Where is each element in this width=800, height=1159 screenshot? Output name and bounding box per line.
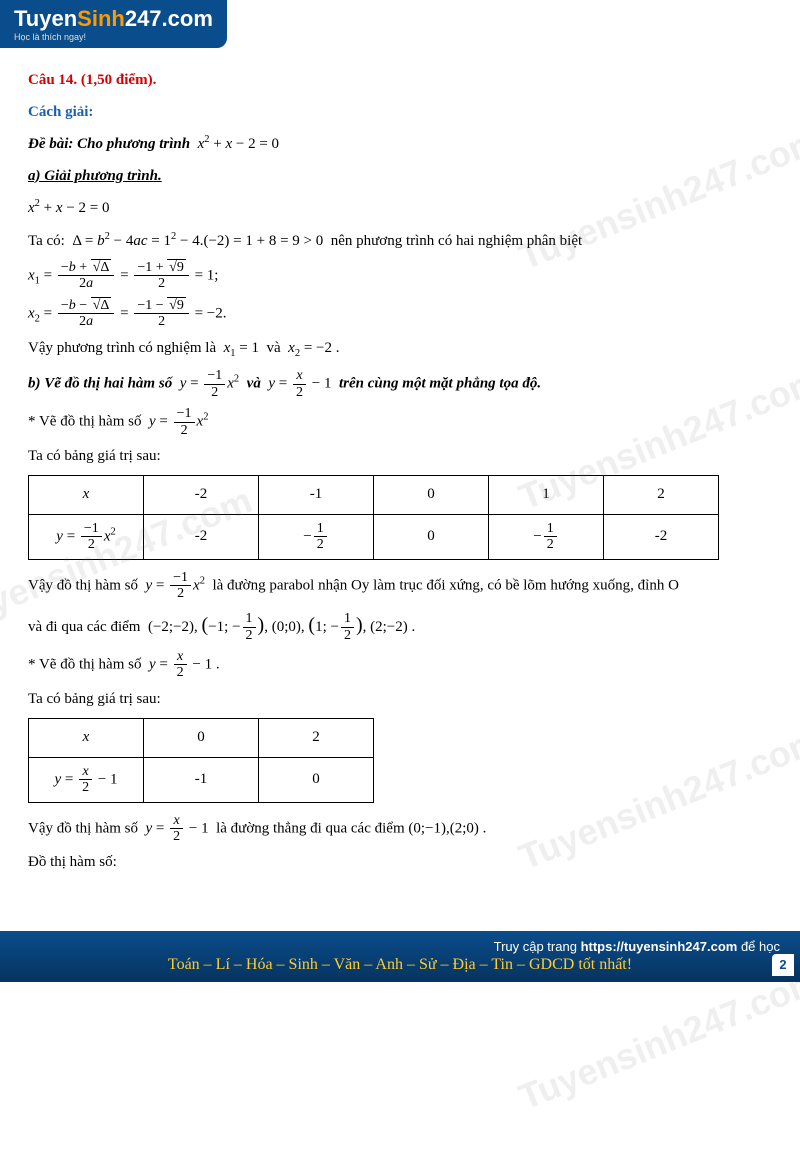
text: * Vẽ đồ thị hàm số	[28, 656, 141, 672]
table-row: y = x2 − 1 -1 0	[29, 757, 374, 802]
cell: x	[29, 719, 144, 758]
label: Ta có:	[28, 233, 65, 249]
equation: x2 + x − 2 = 0	[194, 136, 279, 152]
graph-label: Đồ thị hàm số:	[28, 850, 772, 876]
cell: 0	[144, 719, 259, 758]
root-x2: x2 = −b − √Δ2a = −1 − √92 = −2.	[28, 298, 772, 330]
part-b-title: b) Vẽ đồ thị hai hàm số y = −12x2 và y =…	[28, 368, 772, 400]
text: trên cùng một mặt phẳng tọa độ.	[339, 376, 541, 392]
footer-url: https://tuyensinh247.com	[581, 939, 738, 954]
text: nên phương trình có hai nghiệm phân biệt	[331, 233, 582, 249]
table-row: x -2 -1 0 1 2	[29, 476, 719, 515]
cell: 2	[259, 719, 374, 758]
text: để học	[741, 939, 780, 954]
footer-line-1: Truy cập trang https://tuyensinh247.com …	[20, 939, 780, 954]
tagline: Học là thích ngay!	[14, 32, 213, 42]
cell: -2	[604, 514, 719, 559]
graph2-label: * Vẽ đồ thị hàm số y = x2 − 1 .	[28, 649, 772, 681]
cell: 0	[259, 757, 374, 802]
conclusion-1b: và đi qua các điểm (−2;−2), (−1; −12), (…	[28, 608, 772, 643]
cell: 1	[489, 476, 604, 515]
cell: -2	[144, 514, 259, 559]
table-intro: Ta có bảng giá trị sau:	[28, 444, 772, 470]
table-row: x 0 2	[29, 719, 374, 758]
text: b) Vẽ đồ thị hai hàm số	[28, 376, 172, 392]
table-row: y = −12x2 -2 −12 0 −12 -2	[29, 514, 719, 559]
conclusion-1a: Vậy đồ thị hàm số y = −12x2 là đường par…	[28, 570, 772, 602]
text: là đường parabol nhận Oy làm trục đối xứ…	[212, 577, 678, 593]
question-title: Câu 14. (1,50 điểm).	[28, 68, 772, 94]
cell: y = −12x2	[29, 514, 144, 559]
part-a-title: a) Giải phương trình.	[28, 164, 772, 190]
conclusion-2: Vậy đồ thị hàm số y = x2 − 1 là đường th…	[28, 813, 772, 845]
equation: x2 + x − 2 = 0	[28, 195, 772, 222]
label: Đề bài: Cho phương trình	[28, 136, 190, 152]
text: * Vẽ đồ thị hàm số	[28, 414, 141, 430]
page-content: Tuyensinh247.com Tuyensinh247.com Tuyens…	[0, 48, 800, 982]
root-x1: x1 = −b + √Δ2a = −1 + √92 = 1;	[28, 260, 772, 292]
text: và đi qua các điểm	[28, 619, 140, 635]
value-table-2: x 0 2 y = x2 − 1 -1 0	[28, 718, 374, 802]
logo-part: Sinh	[77, 6, 125, 31]
table-intro: Ta có bảng giá trị sau:	[28, 687, 772, 713]
cell: -1	[259, 476, 374, 515]
problem-statement: Đề bài: Cho phương trình x2 + x − 2 = 0	[28, 131, 772, 158]
text: là đường thẳng đi qua các điểm (0;−1),(2…	[216, 820, 486, 836]
site-header: TuyenSinh247.com Học là thích ngay!	[0, 0, 227, 48]
cell: 0	[374, 476, 489, 515]
text: Vậy đồ thị hàm số	[28, 577, 138, 593]
logo-part: .com	[162, 6, 213, 31]
logo: TuyenSinh247.com	[14, 6, 213, 32]
cell: y = x2 − 1	[29, 757, 144, 802]
page-footer: Truy cập trang https://tuyensinh247.com …	[0, 931, 800, 982]
delta-line: Ta có: Δ = b2 − 4ac = 12 − 4.(−2) = 1 + …	[28, 228, 772, 255]
cell: −12	[489, 514, 604, 559]
footer-subjects: Toán – Lí – Hóa – Sinh – Văn – Anh – Sử …	[20, 956, 780, 974]
conclusion-roots: Vậy phương trình có nghiệm là x1 = 1 và …	[28, 336, 772, 363]
cell: x	[29, 476, 144, 515]
text: Vậy đồ thị hàm số	[28, 820, 138, 836]
text: và	[247, 376, 261, 392]
cell: 0	[374, 514, 489, 559]
cell: -1	[144, 757, 259, 802]
logo-part: 247	[125, 6, 162, 31]
page-number: 2	[772, 954, 794, 976]
cell: -2	[144, 476, 259, 515]
value-table-1: x -2 -1 0 1 2 y = −12x2 -2 −12 0 −12 -2	[28, 475, 719, 559]
logo-part: Tuyen	[14, 6, 77, 31]
cell: −12	[259, 514, 374, 559]
cell: 2	[604, 476, 719, 515]
text: Truy cập trang	[494, 939, 577, 954]
solution-label: Cách giải:	[28, 100, 772, 126]
graph1-label: * Vẽ đồ thị hàm số y = −12x2	[28, 406, 772, 438]
